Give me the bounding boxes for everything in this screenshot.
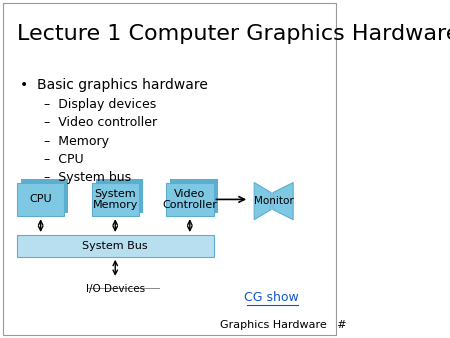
Text: Monitor: Monitor [254,196,293,206]
FancyBboxPatch shape [64,179,68,213]
Text: –  Video controller: – Video controller [44,116,157,129]
FancyBboxPatch shape [91,183,139,216]
FancyBboxPatch shape [139,179,143,213]
FancyBboxPatch shape [17,183,64,216]
Polygon shape [254,183,271,220]
FancyBboxPatch shape [214,179,218,213]
Text: Lecture 1 Computer Graphics Hardware: Lecture 1 Computer Graphics Hardware [17,24,450,44]
Text: System Bus: System Bus [82,241,148,251]
Text: Graphics Hardware   #: Graphics Hardware # [220,319,347,330]
FancyBboxPatch shape [166,183,214,216]
FancyBboxPatch shape [17,235,214,257]
Text: CG show: CG show [243,291,298,304]
Text: –  Memory: – Memory [44,135,109,147]
Text: –  System bus: – System bus [44,171,131,184]
Polygon shape [273,183,293,220]
FancyBboxPatch shape [21,179,68,183]
Text: CPU: CPU [29,194,52,204]
Text: Video
Controller: Video Controller [162,189,217,210]
FancyBboxPatch shape [95,179,143,183]
Text: –  Display devices: – Display devices [44,98,156,111]
Text: •  Basic graphics hardware: • Basic graphics hardware [20,78,208,92]
Text: I/O Devices: I/O Devices [86,284,145,294]
Text: –  CPU: – CPU [44,153,84,166]
Text: System
Memory: System Memory [93,189,138,210]
FancyBboxPatch shape [170,179,218,183]
